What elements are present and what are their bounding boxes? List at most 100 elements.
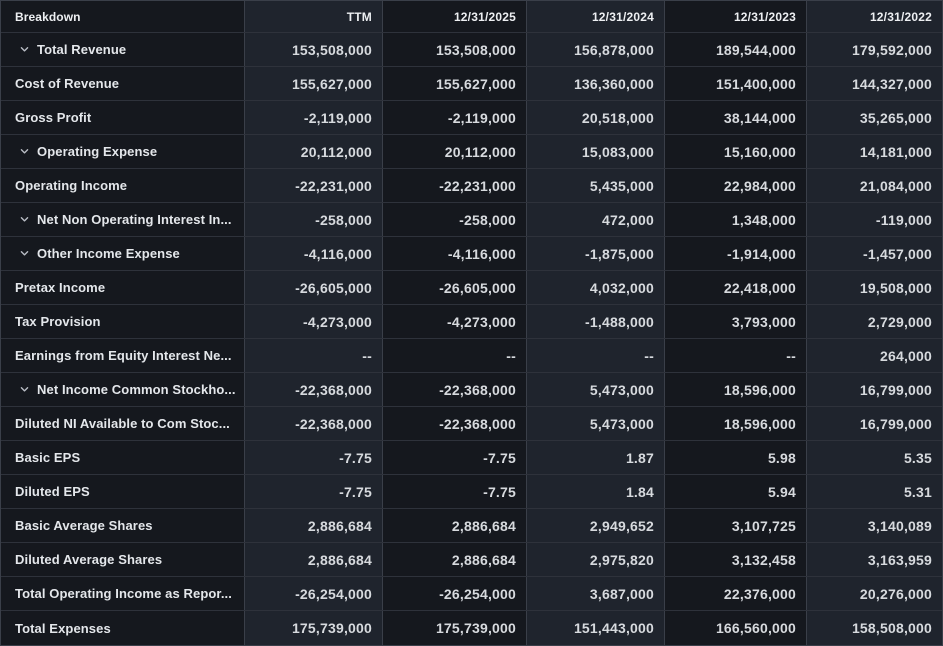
table-row: Diluted Average Shares 2,886,684 2,886,684… bbox=[1, 543, 942, 577]
value-cell: -- bbox=[244, 339, 382, 372]
table-row: Net Income Common Stockho... -22,368,000-… bbox=[1, 373, 942, 407]
value-cell: 1.87 bbox=[526, 441, 664, 474]
value-cell: 472,000 bbox=[526, 203, 664, 236]
row-label: Diluted Average Shares bbox=[15, 552, 163, 567]
row-label: Other Income Expense bbox=[37, 246, 180, 261]
value-cell: -1,457,000 bbox=[806, 237, 942, 270]
value-cell: 158,508,000 bbox=[806, 611, 942, 645]
row-label-cell[interactable]: Net Income Common Stockho... bbox=[1, 373, 244, 406]
value-cell: 14,181,000 bbox=[806, 135, 942, 168]
row-label-cell[interactable]: Other Income Expense bbox=[1, 237, 244, 270]
value-cell: 2,886,684 bbox=[244, 543, 382, 576]
value-cell: 2,949,652 bbox=[526, 509, 664, 542]
value-cell: 5,473,000 bbox=[526, 373, 664, 406]
row-label: Diluted EPS bbox=[15, 484, 90, 499]
table-row: Operating Expense 20,112,000 20,112,000 15,… bbox=[1, 135, 942, 169]
table-row: Basic EPS -7.75 -7.75 1.87 5.98 5.35 bbox=[1, 441, 942, 475]
value-cell: -- bbox=[664, 339, 806, 372]
value-cell: 3,107,725 bbox=[664, 509, 806, 542]
value-cell: -1,914,000 bbox=[664, 237, 806, 270]
chevron-down-icon[interactable] bbox=[18, 214, 30, 226]
row-label: Total Operating Income as Repor... bbox=[15, 586, 232, 601]
value-cell: 5.31 bbox=[806, 475, 942, 508]
value-cell: -- bbox=[526, 339, 664, 372]
row-label-cell: Tax Provision bbox=[1, 305, 244, 338]
value-cell: 38,144,000 bbox=[664, 101, 806, 134]
chevron-down-icon[interactable] bbox=[18, 384, 30, 396]
value-cell: -22,368,000 bbox=[244, 407, 382, 440]
value-cell: -4,273,000 bbox=[382, 305, 526, 338]
row-label-cell: Operating Income bbox=[1, 169, 244, 202]
row-label: Net Income Common Stockho... bbox=[37, 382, 236, 397]
chevron-down-icon[interactable] bbox=[18, 146, 30, 158]
row-label-cell[interactable]: Net Non Operating Interest In... bbox=[1, 203, 244, 236]
value-cell: 15,083,000 bbox=[526, 135, 664, 168]
row-label-cell[interactable]: Total Revenue bbox=[1, 33, 244, 66]
value-cell: 5.35 bbox=[806, 441, 942, 474]
value-cell: 151,400,000 bbox=[664, 67, 806, 100]
value-cell: -22,231,000 bbox=[244, 169, 382, 202]
row-label: Net Non Operating Interest In... bbox=[37, 212, 232, 227]
value-cell: 155,627,000 bbox=[244, 67, 382, 100]
table-row: Earnings from Equity Interest Ne... -- -- -… bbox=[1, 339, 942, 373]
row-label-cell: Basic EPS bbox=[1, 441, 244, 474]
value-cell: -2,119,000 bbox=[244, 101, 382, 134]
value-cell: 20,518,000 bbox=[526, 101, 664, 134]
value-cell: 2,729,000 bbox=[806, 305, 942, 338]
value-cell: -2,119,000 bbox=[382, 101, 526, 134]
value-cell: -22,368,000 bbox=[244, 373, 382, 406]
value-cell: -26,254,000 bbox=[244, 577, 382, 610]
row-label: Diluted NI Available to Com Stoc... bbox=[15, 416, 230, 431]
value-cell: -258,000 bbox=[382, 203, 526, 236]
row-label: Basic Average Shares bbox=[15, 518, 153, 533]
value-cell: 5.98 bbox=[664, 441, 806, 474]
value-cell: 2,975,820 bbox=[526, 543, 664, 576]
row-label: Gross Profit bbox=[15, 110, 92, 125]
row-label-cell: Total Expenses bbox=[1, 611, 244, 645]
row-label: Total Expenses bbox=[15, 620, 111, 636]
table-row: Diluted NI Available to Com Stoc... -22,3… bbox=[1, 407, 942, 441]
value-cell: 179,592,000 bbox=[806, 33, 942, 66]
value-cell: -- bbox=[382, 339, 526, 372]
value-cell: 35,265,000 bbox=[806, 101, 942, 134]
value-cell: -4,116,000 bbox=[244, 237, 382, 270]
value-cell: 16,799,000 bbox=[806, 373, 942, 406]
row-label: Pretax Income bbox=[15, 280, 106, 295]
column-header-breakdown: Breakdown bbox=[1, 1, 244, 32]
row-label: Cost of Revenue bbox=[15, 76, 120, 91]
value-cell: 15,160,000 bbox=[664, 135, 806, 168]
row-label-cell[interactable]: Operating Expense bbox=[1, 135, 244, 168]
value-cell: 153,508,000 bbox=[244, 33, 382, 66]
value-cell: -22,368,000 bbox=[382, 373, 526, 406]
value-cell: -22,368,000 bbox=[382, 407, 526, 440]
table-row: Other Income Expense -4,116,000 -4,116,000… bbox=[1, 237, 942, 271]
value-cell: 151,443,000 bbox=[526, 611, 664, 645]
row-label-cell: Pretax Income bbox=[1, 271, 244, 304]
row-label-cell: Gross Profit bbox=[1, 101, 244, 134]
value-cell: -1,488,000 bbox=[526, 305, 664, 338]
table-header-row: Breakdown TTM 12/31/2025 12/31/2024 12/3… bbox=[1, 1, 942, 33]
value-cell: 189,544,000 bbox=[664, 33, 806, 66]
value-cell: 1,348,000 bbox=[664, 203, 806, 236]
row-label-cell: Cost of Revenue bbox=[1, 67, 244, 100]
value-cell: 4,032,000 bbox=[526, 271, 664, 304]
table-row: Pretax Income -26,605,000 -26,605,000 4,032… bbox=[1, 271, 942, 305]
row-label-cell: Total Operating Income as Repor... bbox=[1, 577, 244, 610]
table-row: Total Operating Income as Repor... -26,25… bbox=[1, 577, 942, 611]
row-label-cell: Earnings from Equity Interest Ne... bbox=[1, 339, 244, 372]
value-cell: -4,116,000 bbox=[382, 237, 526, 270]
value-cell: 1.84 bbox=[526, 475, 664, 508]
value-cell: -7.75 bbox=[382, 475, 526, 508]
table-row: Total Expenses 175,739,000 175,739,000 151,… bbox=[1, 611, 942, 645]
value-cell: 264,000 bbox=[806, 339, 942, 372]
row-label: Basic EPS bbox=[15, 450, 81, 465]
value-cell: 3,163,959 bbox=[806, 543, 942, 576]
table-row: Diluted EPS -7.75 -7.75 1.84 5.94 5.31 bbox=[1, 475, 942, 509]
value-cell: 3,132,458 bbox=[664, 543, 806, 576]
value-cell: 18,596,000 bbox=[664, 373, 806, 406]
chevron-down-icon[interactable] bbox=[18, 44, 30, 56]
value-cell: -26,254,000 bbox=[382, 577, 526, 610]
row-label: Earnings from Equity Interest Ne... bbox=[15, 348, 232, 363]
chevron-down-icon[interactable] bbox=[18, 248, 30, 260]
value-cell: 136,360,000 bbox=[526, 67, 664, 100]
